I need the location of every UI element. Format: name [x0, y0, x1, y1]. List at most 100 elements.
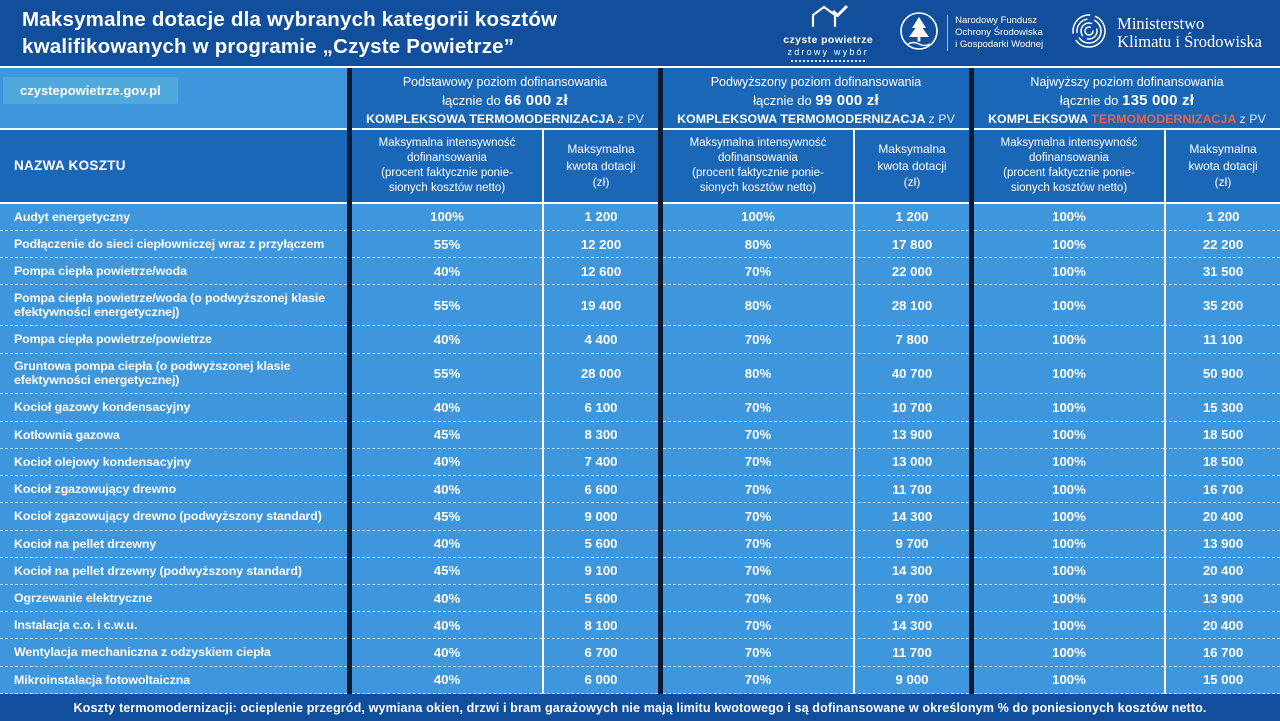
subheader-amount-increased: Maksymalna kwota dotacji (zł): [853, 127, 969, 204]
value-increased-amount: 7 800: [853, 326, 969, 354]
value-highest-intensity: 100%: [974, 203, 1164, 231]
value-highest-intensity: 100%: [974, 353, 1164, 395]
value-highest-amount: 1 200: [1164, 203, 1280, 231]
value-highest-amount: 16 700: [1164, 639, 1280, 667]
value-basic-amount: 6 700: [542, 639, 658, 667]
cost-name: Kocioł olejowy kondensacyjny: [0, 448, 347, 477]
value-highest-intensity: 100%: [974, 230, 1164, 259]
group-subtitle-word2: TERMOMODERNIZACJA: [469, 112, 615, 127]
value-basic-amount: 19 400: [542, 285, 658, 327]
value-highest-intensity: 100%: [974, 258, 1164, 286]
logo-group: czyste powietrze zdrowy wybór Narodowy F…: [783, 4, 1262, 62]
value-basic-amount: 28 000: [542, 353, 658, 395]
column-separator: [969, 258, 974, 286]
value-increased-intensity: 80%: [663, 230, 853, 259]
page-title: Maksymalne dotacje dla wybranych kategor…: [22, 6, 557, 60]
column-separator: [347, 639, 352, 667]
website-link[interactable]: czystepowietrze.gov.pl: [3, 77, 178, 104]
column-separator: [347, 503, 352, 531]
group-total-amount: 66 000 zł: [504, 91, 568, 109]
column-separator: [347, 530, 352, 558]
group-total: łącznie do 66 000 zł: [352, 91, 658, 111]
column-separator: [969, 503, 974, 531]
value-highest-intensity: 100%: [974, 612, 1164, 640]
column-separator: [658, 503, 663, 531]
first-column-header: NAZWA KOSZTU: [0, 127, 347, 204]
column-separator: [658, 666, 663, 694]
group-total-amount: 135 000 zł: [1122, 91, 1195, 109]
group-subtitle: KOMPLEKSOWA TERMOMODERNIZACJA z PV: [974, 111, 1280, 128]
logo-nfos-line2: Ochrony Środowiska: [955, 27, 1043, 39]
group-total-prefix: łącznie do: [753, 92, 812, 108]
group-subtitle-suffix: z PV: [1239, 112, 1266, 127]
table-row: Kocioł olejowy kondensacyjny 40% 7 400 7…: [0, 448, 1280, 477]
value-basic-amount: 6 100: [542, 394, 658, 422]
group-title: Najwyższy poziom dofinansowania: [1030, 75, 1224, 89]
value-basic-intensity: 100%: [352, 203, 542, 231]
group-header-highest: Najwyższy poziom dofinansowania łącznie …: [974, 68, 1280, 128]
cost-name: Pompa ciepła powietrze/woda: [0, 258, 347, 286]
value-basic-amount: 6 000: [542, 666, 658, 694]
logo-czyste-powietrze: czyste powietrze zdrowy wybór: [783, 4, 873, 62]
value-increased-intensity: 70%: [663, 394, 853, 422]
column-separator: [969, 326, 974, 354]
cost-name: Pompa ciepła powietrze/woda (o podwyższo…: [0, 285, 347, 327]
column-separator: [969, 585, 974, 613]
link-area: czystepowietrze.gov.pl: [0, 68, 347, 128]
table-row: Pompa ciepła powietrze/woda 40% 12 600 7…: [0, 258, 1280, 286]
logo-nfos-line3: i Gospodarki Wodnej: [955, 38, 1044, 50]
column-separator: [347, 127, 352, 204]
column-separator: [969, 476, 974, 504]
logo-ministry-line1: Ministerstwo: [1117, 13, 1205, 33]
column-separator: [347, 258, 352, 286]
table-row: Wentylacja mechaniczna z odzyskiem ciepł…: [0, 639, 1280, 667]
column-separator: [658, 639, 663, 667]
column-separator: [969, 612, 974, 640]
column-separator: [969, 639, 974, 667]
value-highest-intensity: 100%: [974, 476, 1164, 504]
value-highest-amount: 15 000: [1164, 666, 1280, 694]
value-highest-amount: 20 400: [1164, 503, 1280, 531]
value-highest-intensity: 100%: [974, 557, 1164, 586]
value-increased-intensity: 70%: [663, 530, 853, 558]
value-basic-intensity: 40%: [352, 612, 542, 640]
value-basic-intensity: 40%: [352, 394, 542, 422]
table-row: Audyt energetyczny 100% 1 200 100% 1 200…: [0, 203, 1280, 231]
value-basic-intensity: 40%: [352, 666, 542, 694]
value-highest-amount: 18 500: [1164, 448, 1280, 477]
table-row: Kocioł na pellet drzewny (podwyższony st…: [0, 557, 1280, 586]
value-increased-intensity: 70%: [663, 448, 853, 477]
group-subtitle: KOMPLEKSOWA TERMOMODERNIZACJA z PV: [352, 111, 658, 128]
value-increased-amount: 13 900: [853, 421, 969, 449]
value-highest-intensity: 100%: [974, 585, 1164, 613]
value-increased-intensity: 70%: [663, 612, 853, 640]
column-separator: [347, 476, 352, 504]
cost-name: Audyt energetyczny: [0, 203, 347, 231]
column-separator: [658, 326, 663, 354]
column-separator: [347, 557, 352, 586]
value-basic-amount: 12 600: [542, 258, 658, 286]
value-basic-intensity: 55%: [352, 285, 542, 327]
value-increased-intensity: 70%: [663, 557, 853, 586]
value-highest-intensity: 100%: [974, 421, 1164, 449]
value-increased-intensity: 70%: [663, 326, 853, 354]
column-separator: [658, 530, 663, 558]
value-basic-intensity: 40%: [352, 258, 542, 286]
value-basic-intensity: 45%: [352, 557, 542, 586]
value-increased-amount: 9 700: [853, 585, 969, 613]
column-separator: [658, 394, 663, 422]
column-separator: [658, 68, 663, 128]
column-separator: [347, 285, 352, 327]
column-separator: [347, 326, 352, 354]
table-row: Gruntowa pompa ciepła (o podwyższonej kl…: [0, 353, 1280, 395]
fingerprint-icon: [1069, 11, 1109, 56]
page-title-line2: kwalifikowanych w programie „Czyste Powi…: [22, 35, 515, 58]
column-separator: [658, 353, 663, 395]
value-highest-intensity: 100%: [974, 448, 1164, 477]
subheader-intensity-highest: Maksymalna intensywność dofinansowania (…: [974, 127, 1164, 204]
column-separator: [658, 285, 663, 327]
value-increased-amount: 1 200: [853, 203, 969, 231]
group-header-increased: Podwyższony poziom dofinansowania łączni…: [663, 68, 969, 128]
group-subtitle: KOMPLEKSOWA TERMOMODERNIZACJA z PV: [663, 111, 969, 128]
value-basic-amount: 6 600: [542, 476, 658, 504]
